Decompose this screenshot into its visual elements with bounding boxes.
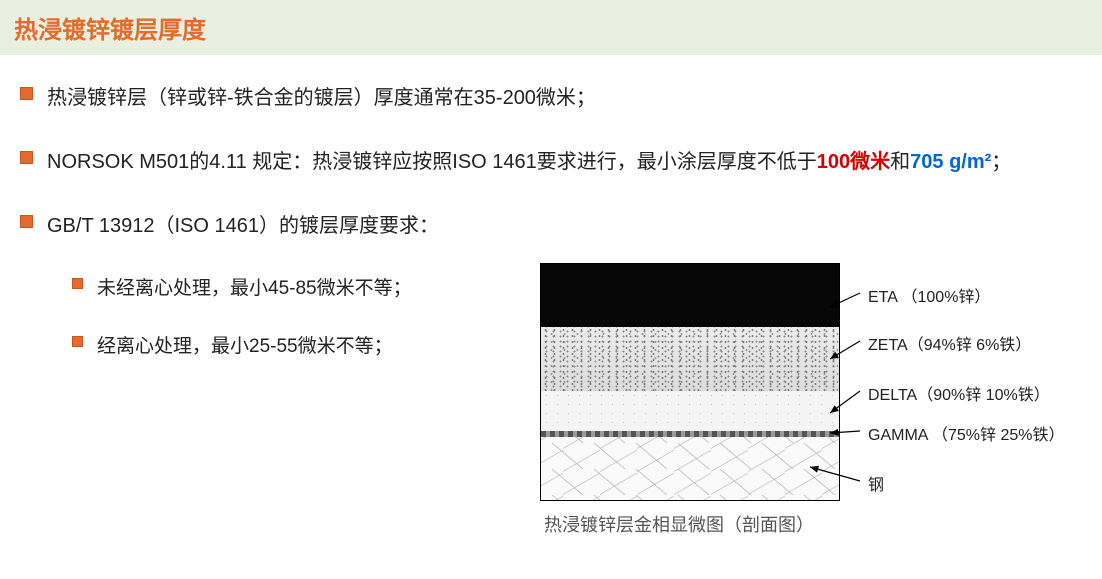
layer-delta	[541, 391, 839, 431]
label-delta: DELTA（90%锌 10%铁）	[868, 381, 1050, 405]
bullet-3-sub2-text: 经离心处理，最小25-55微米不等；	[97, 327, 393, 367]
figure-block: ETA （100%锌） ZETA（94%锌 6%铁） DELTA（90%锌 10…	[540, 263, 1090, 537]
bullet-2: NORSOK M501的4.11 规定：热浸镀锌应按照ISO 1461要求进行，…	[20, 141, 1082, 183]
bullet-icon	[72, 278, 83, 289]
layer-steel	[541, 437, 839, 500]
bullet-3-sub2: 经离心处理，最小25-55微米不等；	[72, 327, 540, 367]
b2-part-a: NORSOK M501的4.11 规定：热浸镀锌应按照ISO 1461要求进行，…	[47, 151, 817, 173]
page-title: 热浸镀锌镀层厚度	[14, 17, 206, 44]
bullet-icon	[72, 336, 83, 347]
b2-emph-red: 100微米	[817, 151, 890, 173]
label-eta-text: ETA （100%锌）	[868, 283, 990, 307]
label-zeta: ZETA（94%锌 6%铁）	[868, 331, 1031, 355]
micrograph-image	[540, 263, 840, 501]
bullet-icon	[20, 87, 33, 100]
bullet-1: 热浸镀锌层（锌或锌-铁合金的镀层）厚度通常在35-200微米；	[20, 77, 1082, 119]
title-bar: 热浸镀锌镀层厚度	[0, 0, 1102, 55]
label-steel: 钢	[868, 471, 884, 495]
bullet-3-text: GB/T 13912（ISO 1461）的镀层厚度要求：	[47, 205, 439, 247]
b2-end: ；	[991, 151, 1011, 173]
label-delta-text: DELTA（90%锌 10%铁）	[868, 381, 1050, 405]
bullet-3-sub1: 未经离心处理，最小45-85微米不等；	[72, 269, 540, 309]
label-steel-text: 钢	[868, 471, 884, 495]
b2-emph-blue: 705 g/m²	[910, 151, 991, 173]
bullet-icon	[20, 151, 33, 164]
bullet-3-sublist: 未经离心处理，最小45-85微米不等； 经离心处理，最小25-55微米不等；	[72, 269, 540, 367]
label-eta: ETA （100%锌）	[868, 283, 990, 307]
b2-mid: 和	[890, 151, 910, 173]
label-zeta-text: ZETA（94%锌 6%铁）	[868, 331, 1031, 355]
bullet-1-text: 热浸镀锌层（锌或锌-铁合金的镀层）厚度通常在35-200微米；	[47, 77, 596, 119]
bullet-3: GB/T 13912（ISO 1461）的镀层厚度要求：	[20, 205, 540, 247]
label-gamma: GAMMA （75%锌 25%铁）	[868, 421, 1065, 445]
bullet-3-sub1-text: 未经离心处理，最小45-85微米不等；	[97, 269, 412, 309]
layer-zeta	[541, 327, 839, 391]
label-gamma-text: GAMMA （75%锌 25%铁）	[868, 421, 1065, 445]
figure-caption: 热浸镀锌层金相显微图（剖面图）	[540, 511, 1090, 537]
bullet-2-text: NORSOK M501的4.11 规定：热浸镀锌应按照ISO 1461要求进行，…	[47, 141, 1011, 183]
bullet-icon	[20, 215, 33, 228]
layer-eta	[541, 264, 839, 327]
